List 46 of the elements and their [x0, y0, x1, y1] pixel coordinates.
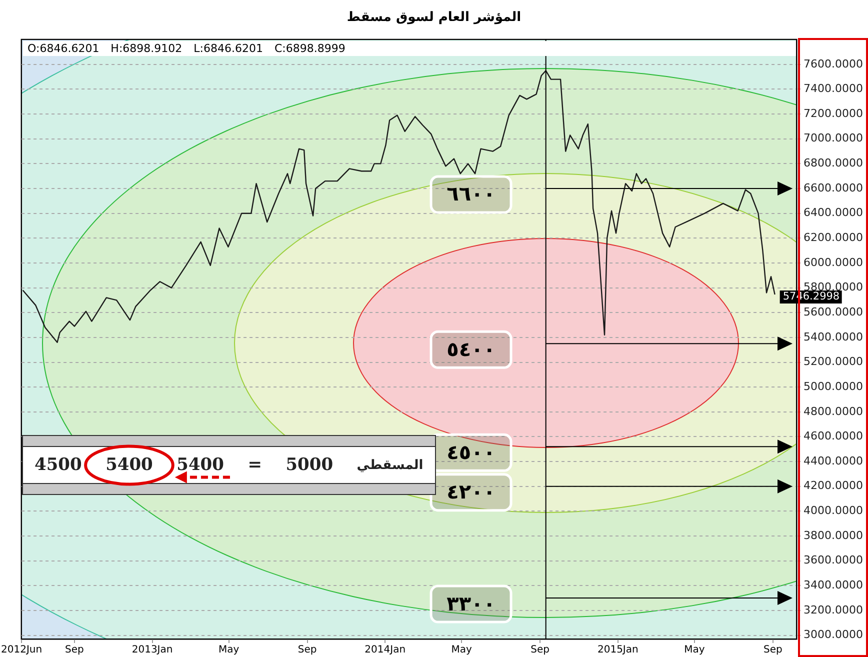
y-tick-label: 4400.0000 — [804, 454, 864, 468]
x-tick-label: Sep — [65, 644, 84, 656]
y-tick-label: 6600.0000 — [804, 181, 864, 194]
annotation: 5400 — [104, 455, 154, 476]
y-tick-label: 5000.0000 — [804, 380, 864, 393]
annotation: 5400 — [176, 455, 225, 476]
y-tick-label: 5400.0000 — [804, 330, 864, 344]
y-tick-label: 3400.0000 — [804, 578, 864, 592]
ref-line-label: ٤٥٠٠ — [446, 440, 496, 464]
y-tick-label: 6400.0000 — [804, 206, 864, 220]
annotation: 5000 — [284, 455, 334, 476]
y-tick-label: 3600.0000 — [804, 554, 864, 567]
x-tick-label: Sep — [530, 644, 550, 656]
x-tick-label: 2012Jun — [1, 644, 42, 656]
x-tick-label: 2013Jan — [132, 644, 173, 656]
ref-line-label: ٤٢٠٠ — [446, 480, 496, 504]
x-tick-label: Sep — [298, 644, 317, 656]
chart-title: المؤشر العام لسوق مسقط — [346, 10, 522, 26]
x-tick-label: May — [684, 644, 705, 656]
y-tick-label: 7400.0000 — [804, 82, 864, 96]
y-tick-label: 7200.0000 — [804, 106, 864, 120]
x-tick-label: Sep — [763, 644, 782, 656]
ref-line-label: ٥٤٠٠ — [446, 336, 496, 361]
y-tick-label: 7000.0000 — [804, 132, 864, 145]
y-tick-label: 4000.0000 — [804, 504, 864, 518]
x-tick-label: 2015Jan — [597, 644, 638, 656]
x-tick-label: 2014Jan — [364, 644, 406, 656]
y-tick-label: 3200.0000 — [804, 603, 864, 616]
annotation: المسقطي — [356, 458, 424, 473]
y-tick-label: 6000.0000 — [804, 256, 864, 269]
ref-line-label: ٣٣٠٠ — [446, 591, 496, 616]
y-tick-label: 6200.0000 — [804, 231, 864, 244]
y-tick-label: 7600.0000 — [804, 57, 864, 70]
y-tick-label: 6800.0000 — [804, 156, 864, 170]
y-tick-label: 4600.0000 — [804, 430, 864, 443]
y-tick-label: 3800.0000 — [804, 528, 864, 542]
y-tick-label: 4800.0000 — [804, 404, 864, 418]
y-tick-label: 3000.0000 — [804, 628, 864, 642]
x-tick-label: May — [218, 644, 240, 656]
y-tick-label: 5200.0000 — [804, 355, 864, 368]
x-tick-label: May — [451, 644, 472, 656]
annotation: 4500 — [33, 455, 83, 476]
y-tick-label: 4200.0000 — [804, 479, 864, 492]
annotation: = — [246, 455, 263, 476]
y-tick-label: 5600.0000 — [804, 305, 864, 318]
ref-line-label: ٦٦٠٠ — [446, 182, 496, 206]
